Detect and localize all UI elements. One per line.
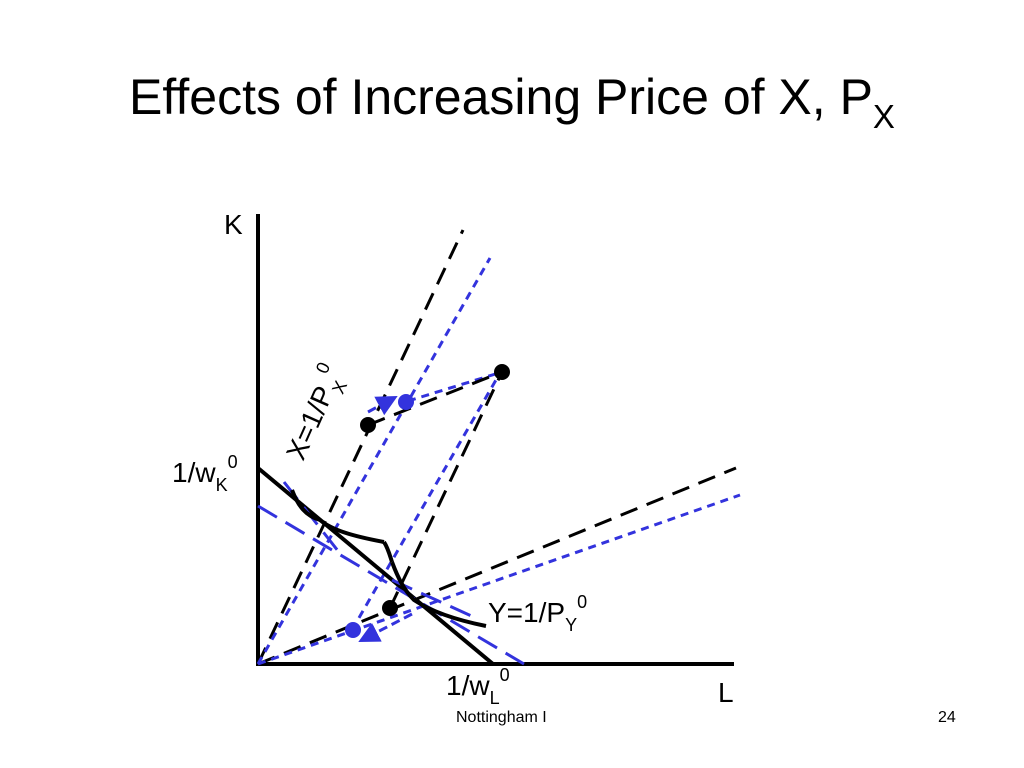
point-y-new	[345, 622, 361, 638]
isoquant-y	[390, 561, 487, 628]
arrow-y-movement	[358, 612, 413, 642]
point-y-original	[382, 600, 398, 616]
point-corner	[494, 364, 510, 380]
point-x-new	[398, 394, 414, 410]
slide-title-subscript: X	[872, 98, 895, 135]
arrow-x-movement	[367, 396, 398, 416]
parallelogram-side-new-1	[350, 372, 502, 631]
isocost-line-new	[257, 504, 525, 666]
footer-source: Nottingham I	[456, 709, 547, 726]
axis-label-k: K	[224, 209, 243, 240]
page-number: 24	[938, 709, 956, 726]
ray-x-new	[256, 257, 492, 665]
l-intercept-label: 1/wL0	[446, 665, 510, 708]
slide-title-main: Effects of Increasing Price of X, P	[129, 69, 873, 125]
parallelogram-side-new-2	[407, 370, 503, 403]
tangent-segment-lower	[391, 578, 477, 620]
ray-y-original	[257, 466, 737, 666]
parallelogram-side-original-1	[388, 371, 504, 609]
axis-label-l: L	[718, 677, 734, 708]
slide-title: Effects of Increasing Price of X, PX	[0, 62, 1024, 138]
ray-y-new	[257, 493, 741, 666]
ray-x-original	[256, 229, 465, 665]
isoquant-kink-segment	[382, 540, 394, 563]
isoquant-x-label: X=1/PX0	[276, 359, 356, 467]
isoquant-y-label: Y=1/PY0	[488, 592, 587, 635]
parallelogram-side-original-2	[367, 370, 503, 427]
k-intercept-label: 1/wK0	[172, 452, 238, 495]
point-x-original	[360, 417, 376, 433]
isoquant-x	[290, 489, 385, 544]
